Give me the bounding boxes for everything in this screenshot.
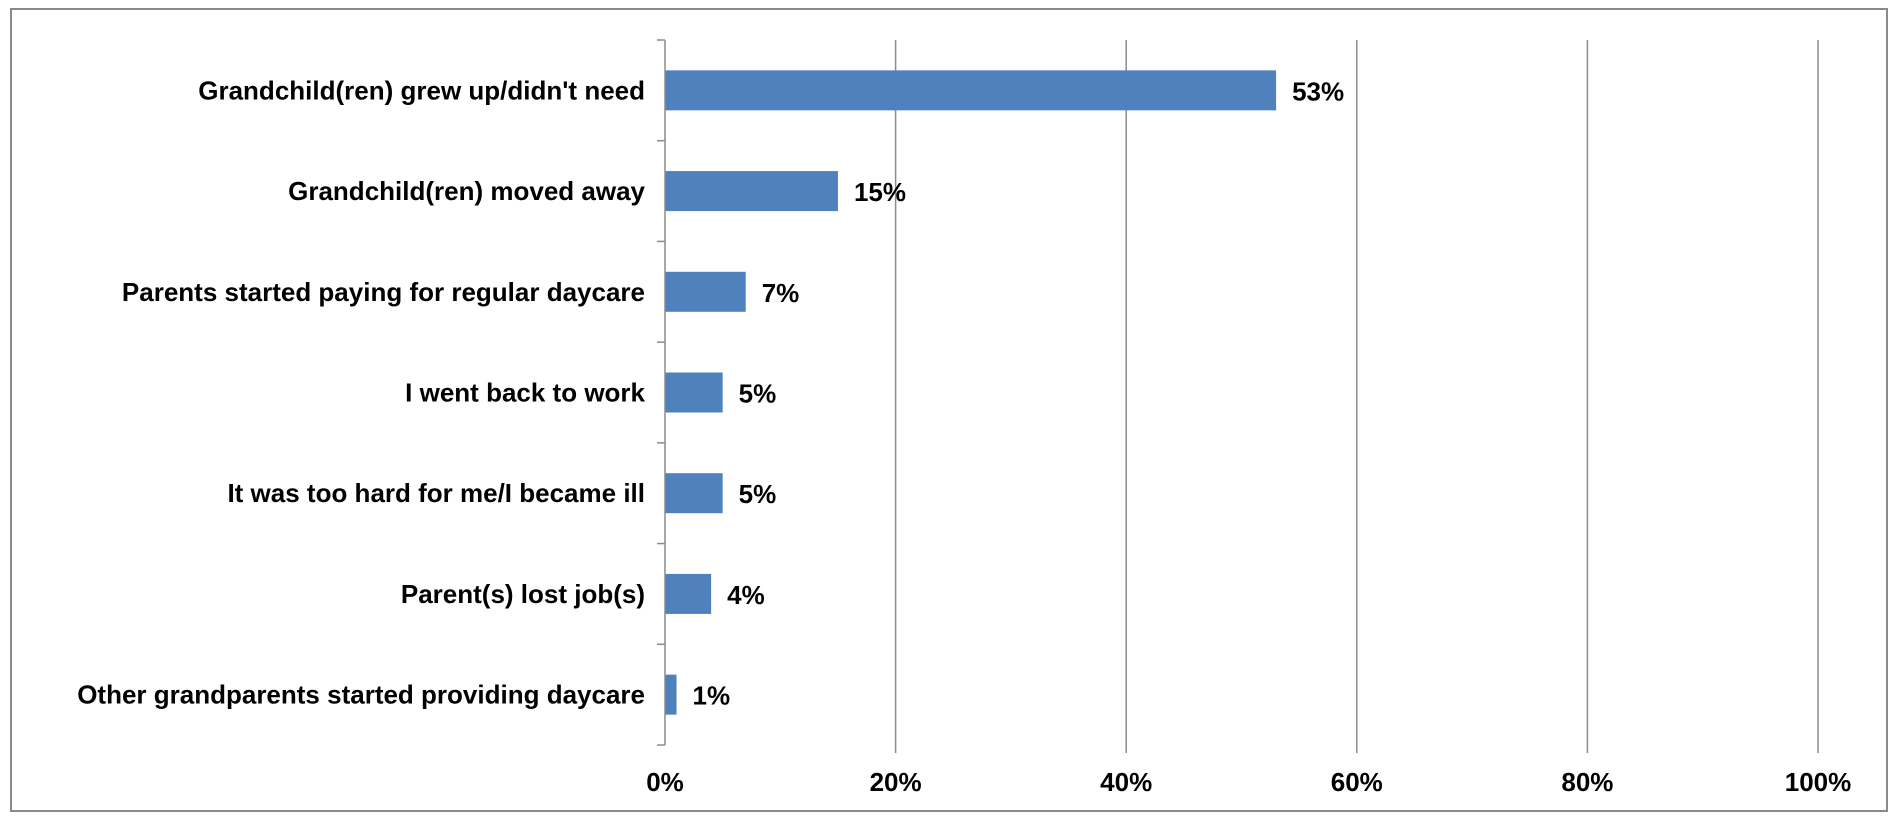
category-label: Parent(s) lost job(s): [401, 579, 645, 609]
category-label: Grandchild(ren) grew up/didn't need: [198, 75, 645, 105]
x-tick-label: 100%: [1785, 767, 1852, 797]
value-label: 5%: [739, 379, 777, 409]
bar: [665, 674, 677, 715]
value-label: 7%: [762, 278, 800, 308]
value-label: 1%: [693, 681, 731, 711]
x-tick-label: 40%: [1100, 767, 1152, 797]
category-label: Parents started paying for regular dayca…: [122, 277, 645, 307]
x-tick-label: 60%: [1331, 767, 1383, 797]
bar: [665, 271, 746, 312]
bars: [665, 70, 1277, 715]
x-tick-label: 20%: [870, 767, 922, 797]
bar: [665, 70, 1277, 111]
bar: [665, 171, 838, 212]
category-label: I went back to work: [405, 378, 645, 408]
bar: [665, 473, 723, 514]
category-label: It was too hard for me/I became ill: [227, 478, 645, 508]
axes: [657, 39, 666, 746]
value-label: 5%: [739, 479, 777, 509]
labels: 0% 20% 40% 60% 80% 100% Grandchild(ren) grew u…: [77, 75, 1851, 797]
bar-chart: 0% 20% 40% 60% 80% 100% Grandchild(ren) grew u…: [77, 39, 1851, 797]
value-label: 53%: [1292, 76, 1344, 106]
category-label: Other grandparents started providing day…: [77, 680, 645, 710]
value-label: 4%: [727, 580, 765, 610]
bar: [665, 372, 723, 413]
gridlines: [894, 40, 1819, 753]
chart-frame: 0% 20% 40% 60% 80% 100% Grandchild(ren) grew u…: [10, 8, 1888, 812]
value-label: 15%: [854, 177, 906, 207]
x-tick-label: 80%: [1561, 767, 1613, 797]
category-label: Grandchild(ren) moved away: [288, 176, 645, 206]
x-tick-label: 0%: [646, 767, 684, 797]
bar: [665, 573, 712, 614]
